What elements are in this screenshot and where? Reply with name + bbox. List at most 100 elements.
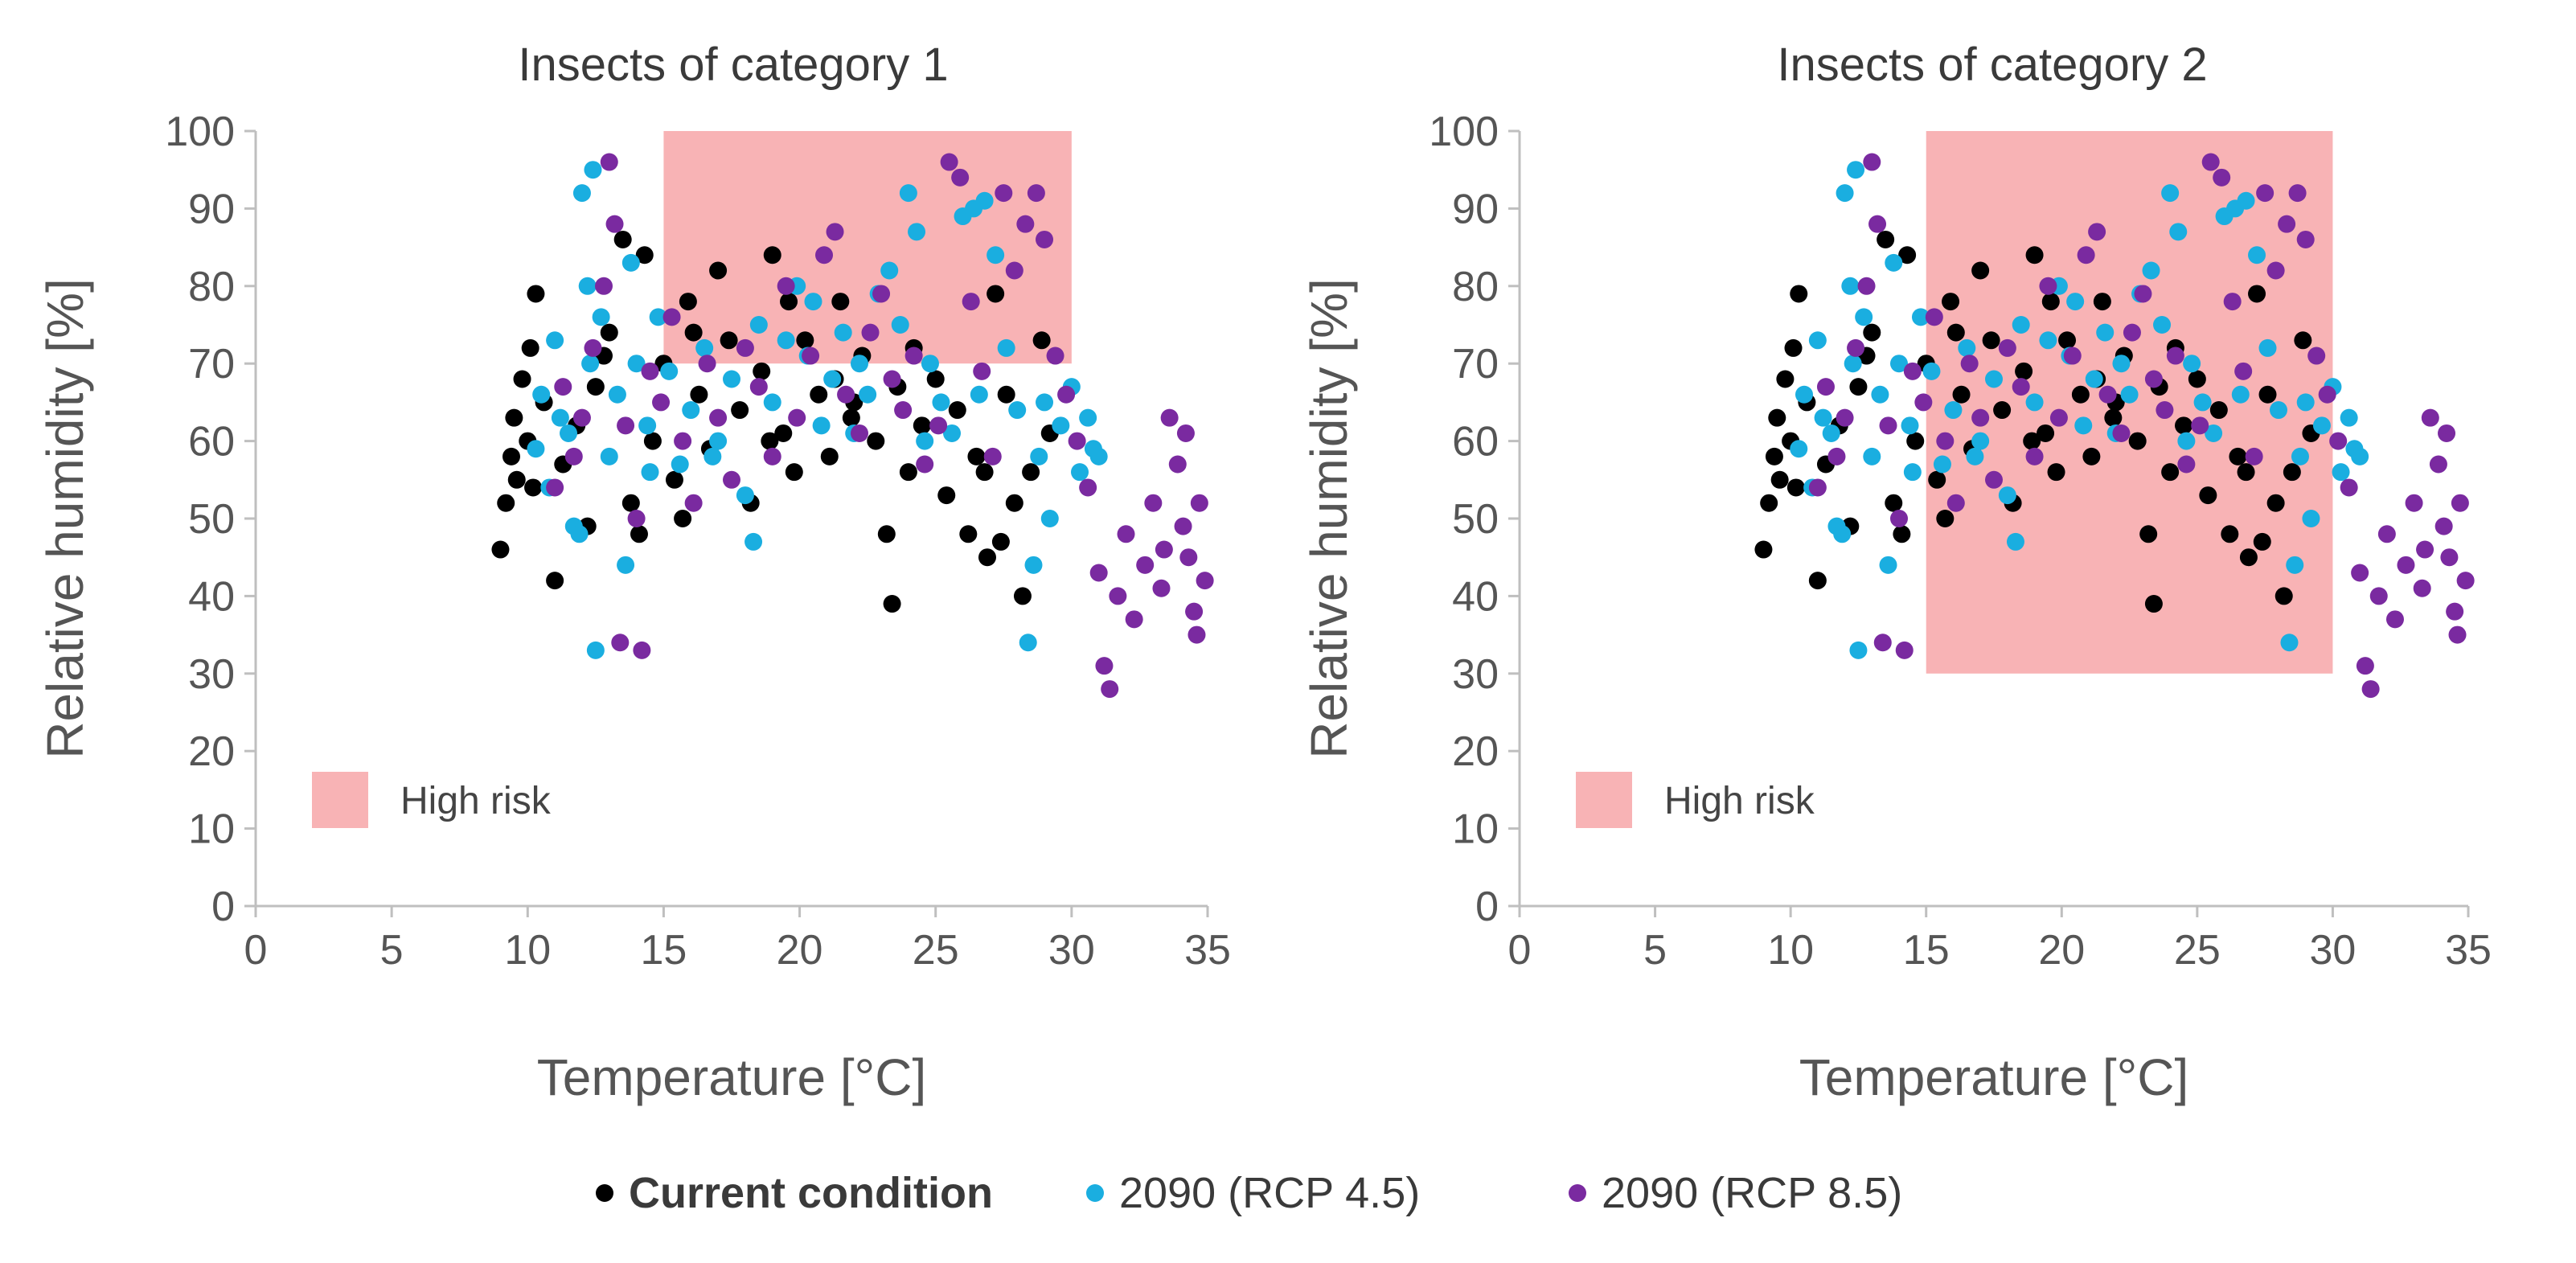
scatter-point-series-1 <box>2142 261 2160 280</box>
scatter-point-series-2 <box>2278 215 2296 233</box>
scatter-point-series-1 <box>551 408 569 427</box>
scatter-point-series-0 <box>684 323 703 342</box>
scatter-point-series-1 <box>1030 447 1048 465</box>
y-tick-label: 70 <box>188 341 235 388</box>
high-risk-label: High risk <box>400 780 552 822</box>
scatter-point-series-2 <box>1160 408 1179 427</box>
scatter-point-series-0 <box>1863 323 1881 342</box>
scatter-point-series-1 <box>1966 447 1984 465</box>
scatter-point-series-0 <box>1765 447 1783 465</box>
scatter-point-series-2 <box>652 393 671 412</box>
scatter-point-series-2 <box>802 347 820 365</box>
scatter-point-series-0 <box>2237 463 2255 482</box>
scatter-point-series-2 <box>973 362 991 380</box>
scatter-point-series-0 <box>1885 494 1903 512</box>
scatter-point-series-2 <box>2191 416 2209 435</box>
scatter-point-series-2 <box>2077 246 2095 264</box>
scatter-point-series-0 <box>1784 338 1803 357</box>
scatter-point-series-2 <box>2156 401 2174 420</box>
scatter-point-series-2 <box>2451 494 2469 512</box>
scatter-point-series-2 <box>2088 223 2106 241</box>
scatter-point-series-0 <box>780 293 798 311</box>
scatter-point-series-2 <box>1936 432 1955 450</box>
scatter-point-series-1 <box>812 416 831 435</box>
scatter-point-series-2 <box>1117 525 1135 543</box>
scatter-point-series-2 <box>584 338 602 357</box>
scatter-point-series-1 <box>850 355 868 373</box>
scatter-point-series-0 <box>2188 370 2206 388</box>
y-tick-label: 50 <box>1452 496 1499 543</box>
scatter-point-series-1 <box>1847 161 1865 179</box>
scatter-point-series-2 <box>1016 215 1035 233</box>
scatter-point-series-0 <box>2041 293 2060 311</box>
scatter-point-series-2 <box>904 347 923 365</box>
scatter-point-series-0 <box>2209 401 2228 420</box>
scatter-point-series-1 <box>723 370 740 388</box>
scatter-point-series-2 <box>1895 641 1914 659</box>
scatter-point-series-1 <box>2296 393 2315 412</box>
scatter-point-series-0 <box>796 331 814 350</box>
scatter-point-series-0 <box>546 572 564 590</box>
scatter-point-series-1 <box>1790 440 1808 458</box>
scatter-point-series-1 <box>2193 393 2212 412</box>
y-tick-label: 70 <box>1452 341 1499 388</box>
scatter-point-series-0 <box>513 370 531 388</box>
scatter-point-series-0 <box>2093 293 2111 311</box>
scatter-point-series-0 <box>2023 432 2041 450</box>
y-tick-label: 20 <box>1452 728 1499 775</box>
scatter-point-series-1 <box>1871 385 1889 404</box>
scatter-point-series-0 <box>1768 408 1786 427</box>
scatter-point-series-0 <box>1786 478 1805 497</box>
scatter-point-series-1 <box>763 393 781 412</box>
scatter-point-series-2 <box>736 338 754 357</box>
scatter-point-series-1 <box>2351 447 2369 465</box>
scatter-point-series-2 <box>1089 564 1108 582</box>
scatter-point-series-2 <box>1179 548 1198 567</box>
scatter-point-series-0 <box>842 408 860 427</box>
scatter-point-series-2 <box>763 447 781 465</box>
scatter-point-series-1 <box>1879 556 1897 574</box>
scatter-point-series-0 <box>635 246 654 264</box>
scatter-point-series-1 <box>1844 355 1862 373</box>
scatter-point-series-1 <box>2120 385 2139 404</box>
scatter-point-series-2 <box>1168 455 1187 474</box>
scatter-point-series-2 <box>1985 470 2003 489</box>
scatter-point-series-0 <box>586 378 605 396</box>
scatter-point-series-2 <box>2049 408 2068 427</box>
scatter-point-series-0 <box>2294 331 2312 350</box>
scatter-point-series-1 <box>1036 393 1054 412</box>
scatter-point-series-0 <box>630 525 648 543</box>
scatter-point-series-0 <box>600 323 618 342</box>
scatter-point-series-2 <box>872 285 891 303</box>
scatter-point-series-1 <box>1998 486 2016 505</box>
scatter-point-series-2 <box>2112 424 2131 442</box>
y-tick-label: 80 <box>188 264 235 310</box>
scatter-point-series-0 <box>937 486 956 505</box>
scatter-point-series-2 <box>1903 362 1922 380</box>
scatter-point-series-2 <box>1808 478 1827 497</box>
scatter-point-series-2 <box>2318 385 2336 404</box>
scatter-point-series-2 <box>1998 338 2016 357</box>
scatter-point-series-2 <box>2123 323 2141 342</box>
legend: Current condition 2090 (RCP 4.5) 2090 (RCP… <box>596 1169 1902 1217</box>
scatter-point-series-2 <box>1857 277 1876 295</box>
scatter-point-series-0 <box>720 331 738 350</box>
y-tick-label: 30 <box>1452 651 1499 698</box>
scatter-point-series-2 <box>1174 517 1192 535</box>
chart-title: Insects of category 2 <box>1777 39 2207 91</box>
scatter-point-series-2 <box>2166 347 2184 365</box>
scatter-point-series-0 <box>831 293 850 311</box>
scatter-point-series-2 <box>1868 215 1887 233</box>
scatter-point-series-2 <box>2307 347 2326 365</box>
scatter-point-series-1 <box>1903 463 1922 482</box>
scatter-point-series-0 <box>959 525 978 543</box>
scatter-point-series-2 <box>2223 293 2242 311</box>
scatter-point-series-0 <box>2058 331 2077 350</box>
scatter-point-series-2 <box>916 455 934 474</box>
scatter-point-series-1 <box>695 338 714 357</box>
scatter-point-series-2 <box>641 362 659 380</box>
y-tick-label: 60 <box>1452 419 1499 465</box>
scatter-point-series-1 <box>1890 355 1908 373</box>
scatter-point-series-0 <box>1946 323 1965 342</box>
scatter-point-series-1 <box>1019 634 1037 652</box>
